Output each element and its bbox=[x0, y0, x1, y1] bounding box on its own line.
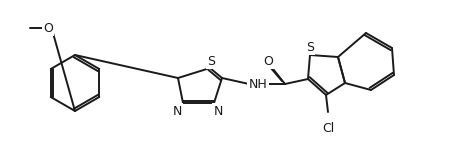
Text: N: N bbox=[172, 105, 181, 118]
Text: N: N bbox=[213, 105, 222, 118]
Text: O: O bbox=[263, 54, 272, 68]
Text: O: O bbox=[43, 22, 53, 35]
Text: Cl: Cl bbox=[321, 122, 333, 134]
Text: S: S bbox=[305, 41, 313, 53]
Text: S: S bbox=[206, 54, 214, 68]
Text: NH: NH bbox=[248, 78, 267, 90]
